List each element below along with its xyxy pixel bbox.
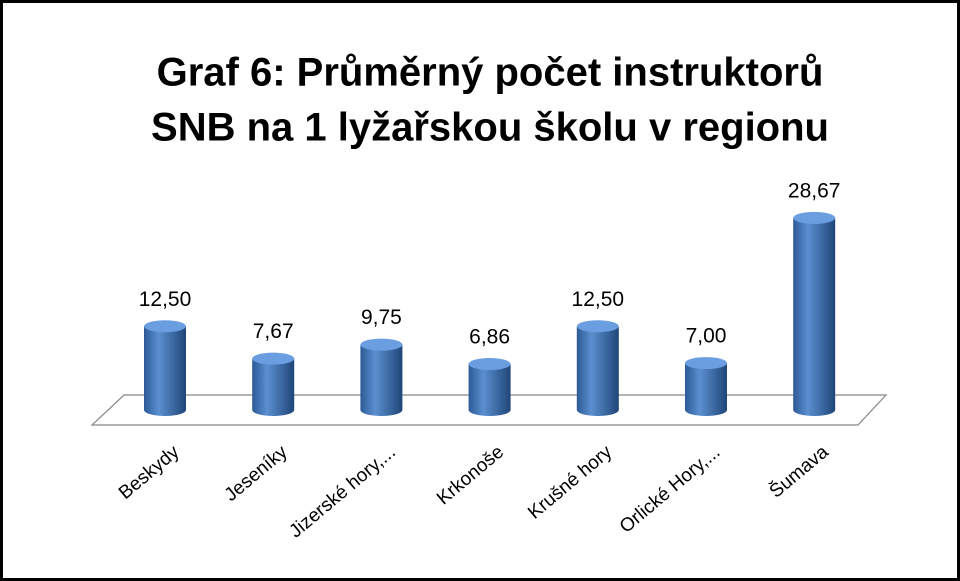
bar-top (252, 352, 295, 365)
bar (685, 357, 727, 416)
bar-top (360, 338, 403, 351)
bar-body (360, 344, 403, 416)
bar (576, 320, 619, 416)
bar (252, 352, 295, 416)
bar-body (576, 326, 619, 416)
bar-body (793, 217, 836, 416)
data-label: 7,67 (253, 320, 294, 343)
bar (793, 211, 836, 416)
chart-title: SNB na 1 lyžařskou školu v regionu (151, 106, 829, 150)
bar-top (685, 357, 727, 370)
data-label: 12,50 (572, 288, 625, 311)
bar-body (144, 326, 186, 416)
data-label: 28,67 (788, 179, 841, 202)
bar-top (144, 320, 186, 333)
bar (360, 338, 403, 416)
bar-body (252, 358, 295, 416)
data-label: 12,50 (139, 288, 192, 311)
bar (468, 358, 511, 416)
bar-top (468, 358, 511, 371)
chart-title: Graf 6: Průměrný počet instruktorů (157, 51, 824, 95)
bar-body (685, 363, 727, 416)
data-label: 9,75 (361, 306, 402, 329)
bar (144, 320, 186, 416)
bar-top (576, 320, 619, 333)
data-label: 7,00 (686, 325, 727, 348)
data-label: 6,86 (469, 326, 510, 349)
bar-body (468, 364, 511, 416)
bar-top (793, 211, 836, 224)
